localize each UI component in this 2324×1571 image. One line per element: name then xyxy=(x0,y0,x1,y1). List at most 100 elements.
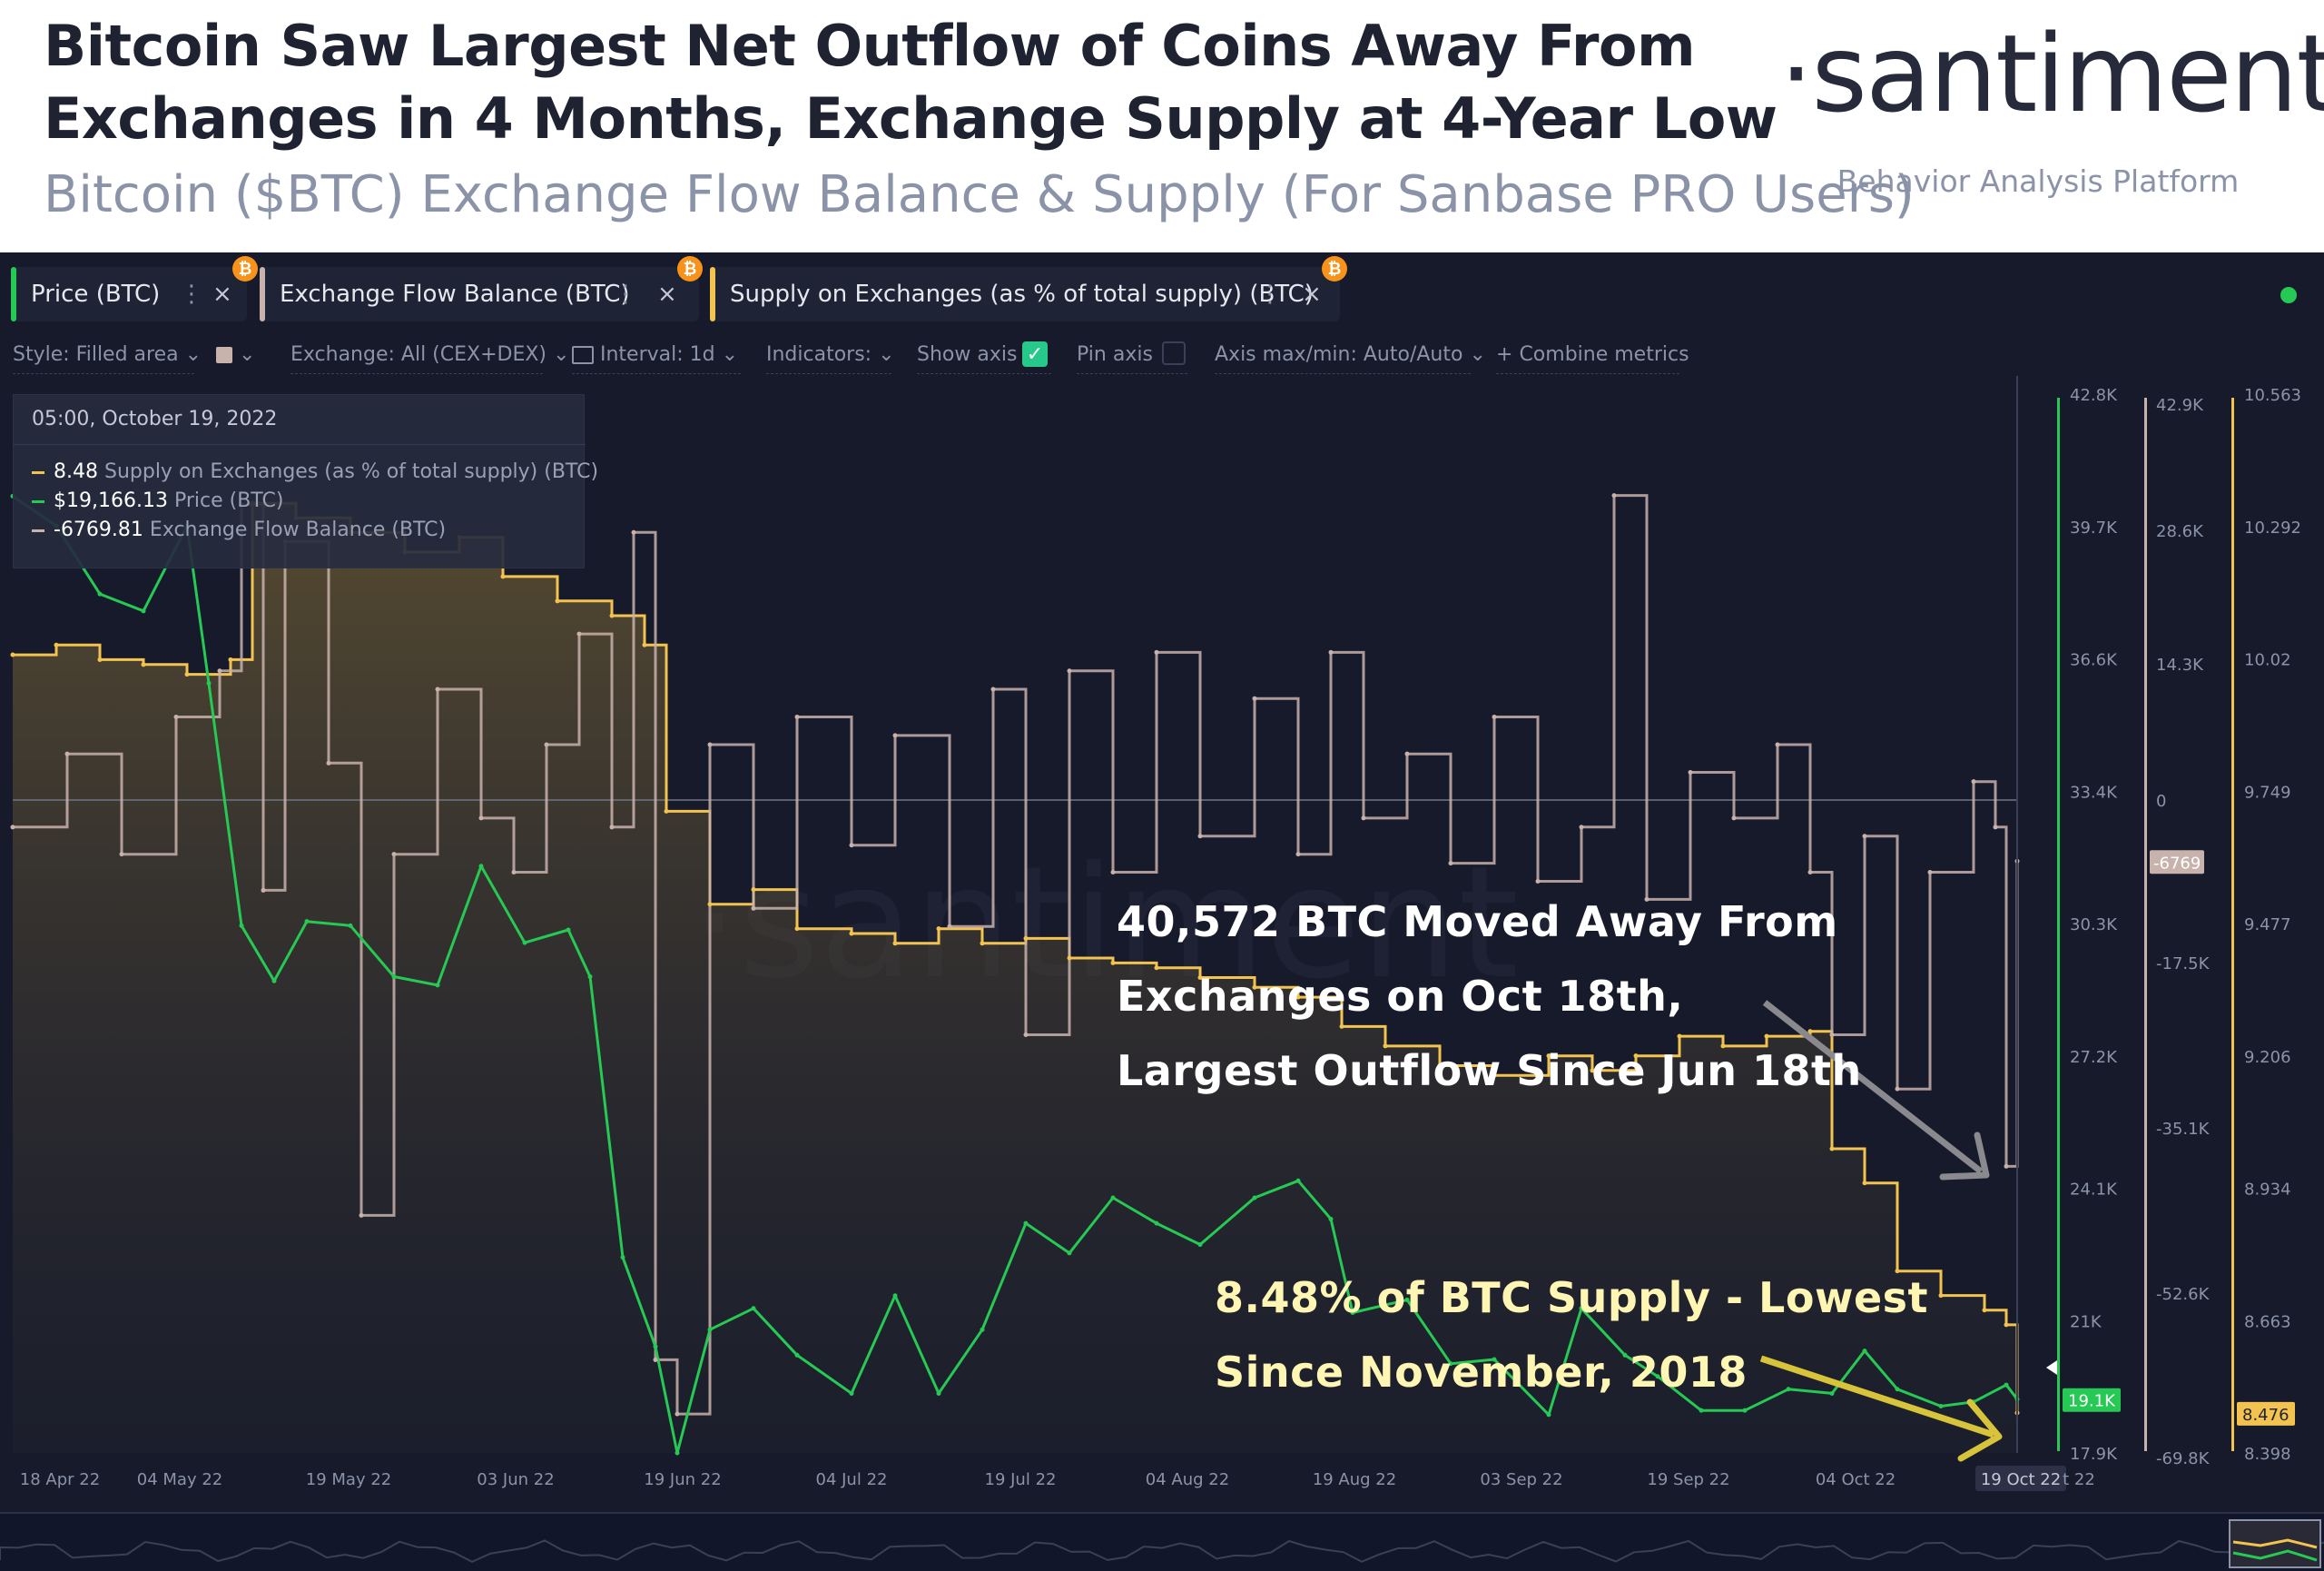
price-point xyxy=(1546,1412,1551,1418)
flow-point xyxy=(1197,834,1203,839)
flow-point xyxy=(675,1411,680,1417)
price-point xyxy=(1655,1374,1660,1379)
show-axis-checkbox[interactable]: ✓ xyxy=(1022,341,1048,367)
price-point xyxy=(892,1293,898,1299)
flow-point xyxy=(1927,870,1933,875)
price-point xyxy=(1350,1309,1355,1315)
interval-select[interactable]: Interval: 1d ⌄ xyxy=(572,343,738,366)
annotation-supply: 8.48% of BTC Supply - Lowest Since Novem… xyxy=(1215,1260,1928,1409)
supply-point xyxy=(1938,1293,1944,1299)
price-point xyxy=(522,940,527,945)
flow-point xyxy=(1829,1033,1835,1038)
x-axis-tick: 03 Jun 22 xyxy=(477,1470,554,1489)
supply-point xyxy=(1677,1033,1682,1039)
kebab-menu-icon[interactable]: ⋮ xyxy=(614,281,637,308)
chevron-down-icon: ⌄ xyxy=(184,343,202,366)
exchange-select[interactable]: Exchange: All (CEX+DEX) ⌄ xyxy=(290,343,569,366)
price-axis-tick: 27.2K xyxy=(2070,1048,2118,1067)
flow-point xyxy=(478,815,484,821)
tab-label: Supply on Exchanges (as % of total suppl… xyxy=(730,281,1314,308)
price-point xyxy=(849,1390,854,1396)
price-point xyxy=(653,1344,658,1349)
x-axis-tick: 19 Aug 22 xyxy=(1313,1470,1396,1489)
supply-point xyxy=(1154,965,1159,971)
tab-price[interactable]: Price (BTC) ⋮ × ₿ xyxy=(11,256,258,321)
close-icon[interactable]: × xyxy=(212,281,232,308)
style-select[interactable]: Style: Filled area ⌄ xyxy=(13,343,202,366)
navigator-strip xyxy=(0,1513,2324,1571)
tab-exchange-flow-balance[interactable]: Exchange Flow Balance (BTC) ⋮ × ₿ xyxy=(260,256,703,321)
flow-point xyxy=(64,751,70,756)
supply-current-label: 8.476 xyxy=(2242,1406,2290,1425)
price-point xyxy=(936,1390,941,1396)
supply-area xyxy=(13,503,2017,1453)
x-axis-tick: 19 Jun 22 xyxy=(644,1470,721,1489)
supply-point xyxy=(1067,955,1072,961)
flow-point xyxy=(1807,870,1813,875)
divider xyxy=(1215,372,1471,374)
supply-point xyxy=(1197,975,1203,981)
close-icon[interactable]: × xyxy=(1302,281,1322,308)
chevron-down-icon: ⌄ xyxy=(553,343,570,366)
chart-canvas[interactable]: 42.8K 39.7K 36.6K 33.4K 30.3K 27.2K 24.1K 21K 17… xyxy=(0,252,2324,1571)
tab-supply-on-exchanges[interactable]: Supply on Exchanges (as % of total suppl… xyxy=(710,256,1347,321)
close-icon[interactable]: × xyxy=(657,281,677,308)
outflow-arrow-line xyxy=(1762,1000,1984,1174)
price-point xyxy=(1829,1390,1835,1396)
supply-point xyxy=(609,613,615,618)
kebab-menu-icon[interactable]: ⋮ xyxy=(180,281,203,308)
price-point xyxy=(675,1450,680,1456)
price-point xyxy=(2004,1382,2009,1388)
tab-color-bar xyxy=(710,267,715,321)
supply-point xyxy=(1862,1181,1867,1186)
price-point xyxy=(1067,1250,1072,1256)
price-point xyxy=(1579,1306,1584,1311)
flow-axis-tick: -69.8K xyxy=(2156,1449,2211,1468)
navigator-supply-line xyxy=(2232,1538,2318,1549)
annotation-line: Exchanges on Oct 18th, xyxy=(1117,972,1684,1021)
kebab-menu-icon[interactable]: ⋮ xyxy=(1258,281,1282,308)
tab-color-bar xyxy=(11,267,16,321)
flow-point xyxy=(576,631,582,637)
supply-axis-tick: 8.398 xyxy=(2244,1445,2291,1464)
annotation-outflow: 40,572 BTC Moved Away From Exchanges on … xyxy=(1117,884,1862,1108)
santiment-logo[interactable]: ·santiment· xyxy=(1779,11,2324,136)
x-axis-current-badge xyxy=(1975,1466,2066,1491)
flow-point xyxy=(261,887,266,893)
annotation-line: Since November, 2018 xyxy=(1215,1348,1748,1397)
flow-point xyxy=(1611,493,1617,499)
flow-point xyxy=(1328,649,1334,655)
flow-point xyxy=(1023,1033,1029,1038)
supply-arrow-line xyxy=(1759,1355,1995,1438)
supply-point xyxy=(980,941,985,946)
checkmark-icon: ✓ xyxy=(1026,342,1044,366)
supply-point xyxy=(2004,1322,2009,1328)
color-select[interactable]: ⌄ xyxy=(216,343,255,366)
supply-point xyxy=(751,887,756,893)
flow-point xyxy=(1295,852,1301,857)
tab-color-bar xyxy=(260,267,265,321)
price-point xyxy=(1699,1408,1704,1413)
price-point xyxy=(141,608,146,614)
pin-axis-checkbox[interactable] xyxy=(1162,341,1186,365)
supply-point xyxy=(1295,994,1301,1000)
flow-axis-tick: -17.5K xyxy=(2156,954,2211,973)
exchange-label: Exchange: All (CEX+DEX) xyxy=(290,343,547,366)
supply-point xyxy=(555,598,560,604)
axis-maxmin-select[interactable]: Axis max/min: Auto/Auto ⌄ xyxy=(1215,343,1486,366)
supply-point xyxy=(849,931,854,936)
price-point xyxy=(1197,1242,1203,1248)
annotation-line: 8.48% of BTC Supply - Lowest xyxy=(1215,1273,1929,1322)
indicators-select[interactable]: Indicators: ⌄ xyxy=(766,343,895,366)
flow-point xyxy=(511,870,517,875)
divider xyxy=(14,444,586,445)
price-axis-tick: 21K xyxy=(2070,1312,2102,1331)
supply-axis-bar xyxy=(2231,398,2234,1451)
supply-point xyxy=(228,657,233,662)
chart-panel: Price (BTC) ⋮ × ₿ Exchange Flow Balance … xyxy=(0,252,2324,1571)
price-point xyxy=(348,923,353,928)
flow-point xyxy=(10,825,15,830)
supply-current-badge xyxy=(2237,1401,2295,1426)
combine-metrics-button[interactable]: + Combine metrics xyxy=(1496,343,1689,366)
flow-point xyxy=(1579,825,1584,830)
